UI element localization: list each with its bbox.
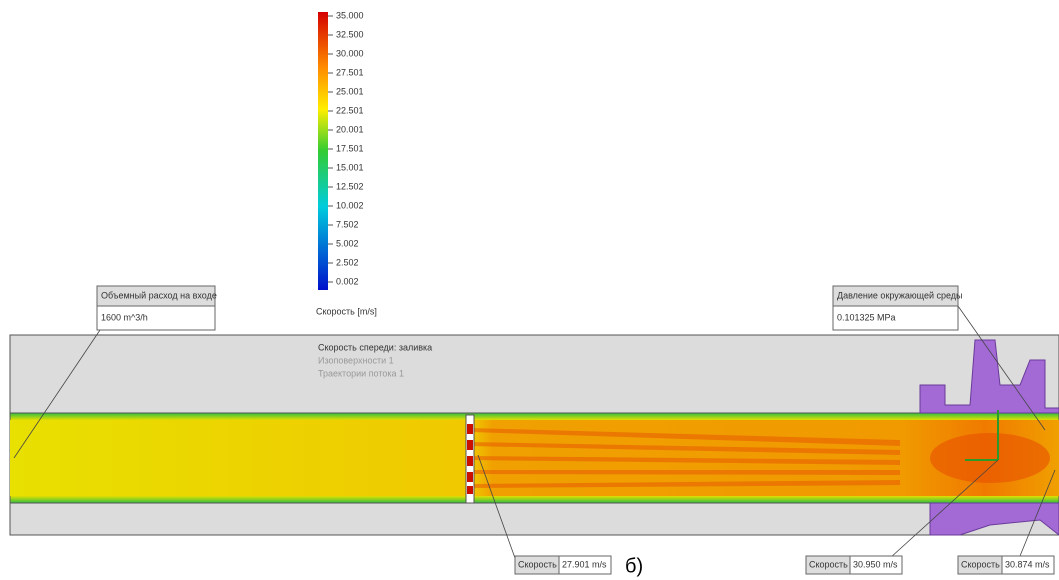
probe-label: Скорость <box>809 559 848 569</box>
outlet-core <box>930 433 1050 483</box>
probe-value: 30.874 m/s <box>1005 559 1050 569</box>
legend-tick-label: 12.502 <box>336 181 364 191</box>
legend-tick-label: 27.501 <box>336 67 364 77</box>
probe-value: 30.950 m/s <box>853 559 898 569</box>
callout-label: Объемный расход на входе <box>101 290 217 300</box>
probe-label: Скорость <box>518 559 557 569</box>
legend-tick-label: 17.501 <box>336 143 364 153</box>
screenshot: 35.000 32.500 30.000 27.501 25.001 22.501 20.0… <box>0 0 1059 580</box>
legend-tick-label: 22.501 <box>336 105 364 115</box>
plot-label: Изоповерхности 1 <box>318 355 394 365</box>
legend-tick-label: 10.002 <box>336 200 364 210</box>
legend-tick-label: 5.002 <box>336 238 359 248</box>
probe-value: 27.901 m/s <box>562 559 607 569</box>
figure-label: б) <box>625 555 643 577</box>
legend-tick-label: 25.001 <box>336 86 364 96</box>
legend-tick-label: 20.001 <box>336 124 364 134</box>
probe-label: Скорость <box>961 559 1000 569</box>
callout-value: 0.101325 MPa <box>837 312 896 322</box>
legend-tick-label: 0.002 <box>336 276 359 286</box>
legend-tick-label: 35.000 <box>336 10 364 20</box>
legend-tick-label: 7.502 <box>336 219 359 229</box>
plot-label: Скорость спереди: заливка <box>318 342 432 352</box>
callout-value: 1600 m^3/h <box>101 312 148 322</box>
plot-label: Траектории потока 1 <box>318 368 404 378</box>
legend-tick-label: 2.502 <box>336 257 359 267</box>
callout-label: Давление окружающей среды <box>837 290 963 300</box>
color-bar <box>318 12 328 290</box>
legend-tick-label: 30.000 <box>336 48 364 58</box>
legend-tick-label: 15.001 <box>336 162 364 172</box>
legend-title: Скорость [m/s] <box>316 306 377 316</box>
legend-tick-label: 32.500 <box>336 29 364 39</box>
